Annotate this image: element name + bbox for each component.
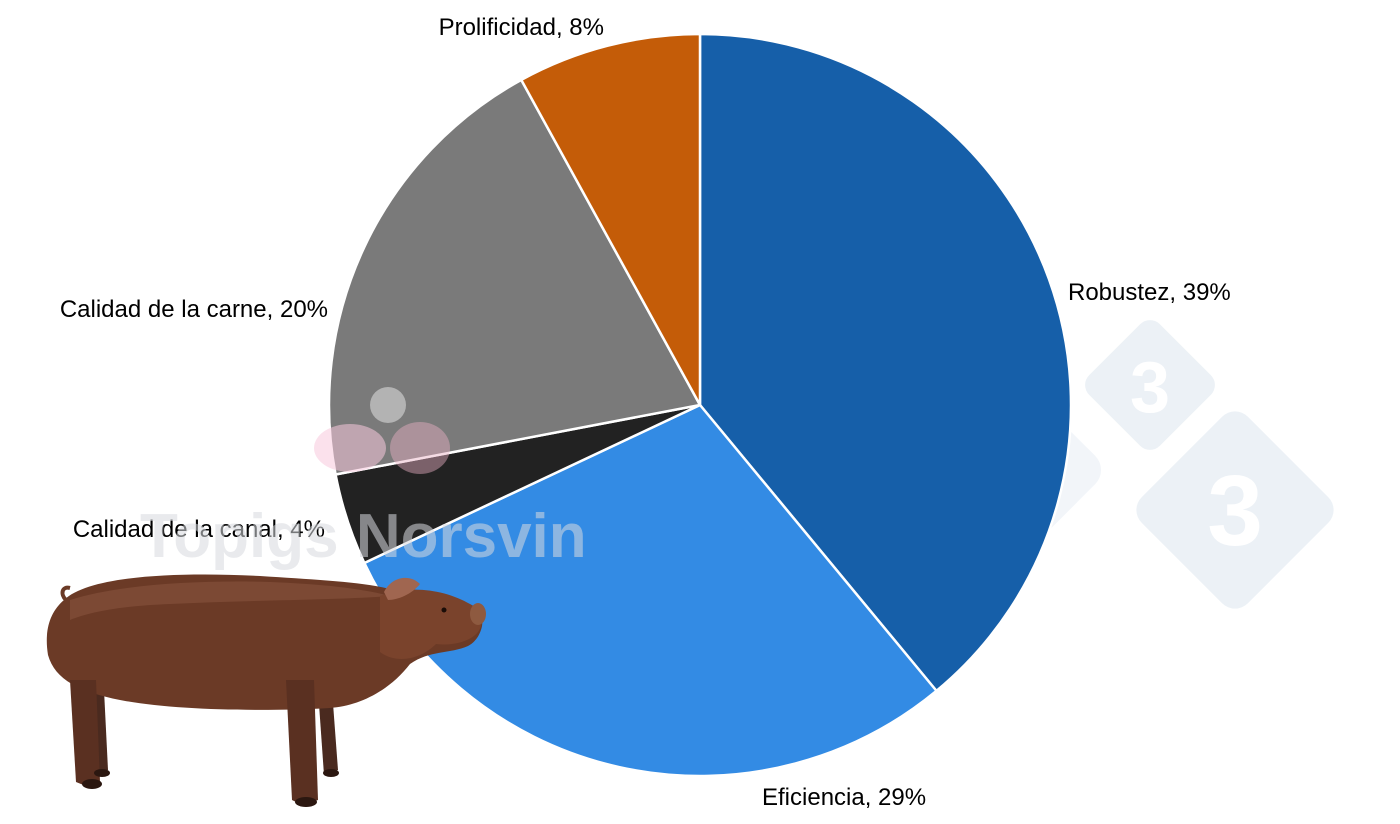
logo-digit-large: 3 bbox=[1207, 455, 1263, 567]
logo-digit-small: 3 bbox=[1130, 348, 1170, 428]
pie-slice-prolificidad bbox=[520, 32, 702, 407]
slice-label-calidad-de-la-carne: Calidad de la carne, 20% bbox=[60, 296, 328, 323]
slice-label-prolificidad: Prolificidad, 8% bbox=[439, 14, 604, 41]
slice-label-calidad-de-la-canal: Calidad de la canal, 4% bbox=[73, 516, 325, 543]
pie-slice-robustez bbox=[698, 32, 1073, 693]
slice-label-eficiencia: Eficiencia, 29% bbox=[762, 784, 926, 811]
topigs-norsvin-watermark: Topigs Norsvin bbox=[140, 387, 587, 571]
pie-slice-calidad-de-la-carne bbox=[327, 78, 702, 476]
brand-watermark-text: Topigs Norsvin bbox=[140, 502, 587, 571]
slice-label-robustez: Robustez, 39% bbox=[1068, 279, 1231, 306]
pig-icon bbox=[46, 574, 486, 807]
pie-slices: Robustez, 39% Eficiencia, 29% Calidad de l… bbox=[60, 14, 1231, 811]
